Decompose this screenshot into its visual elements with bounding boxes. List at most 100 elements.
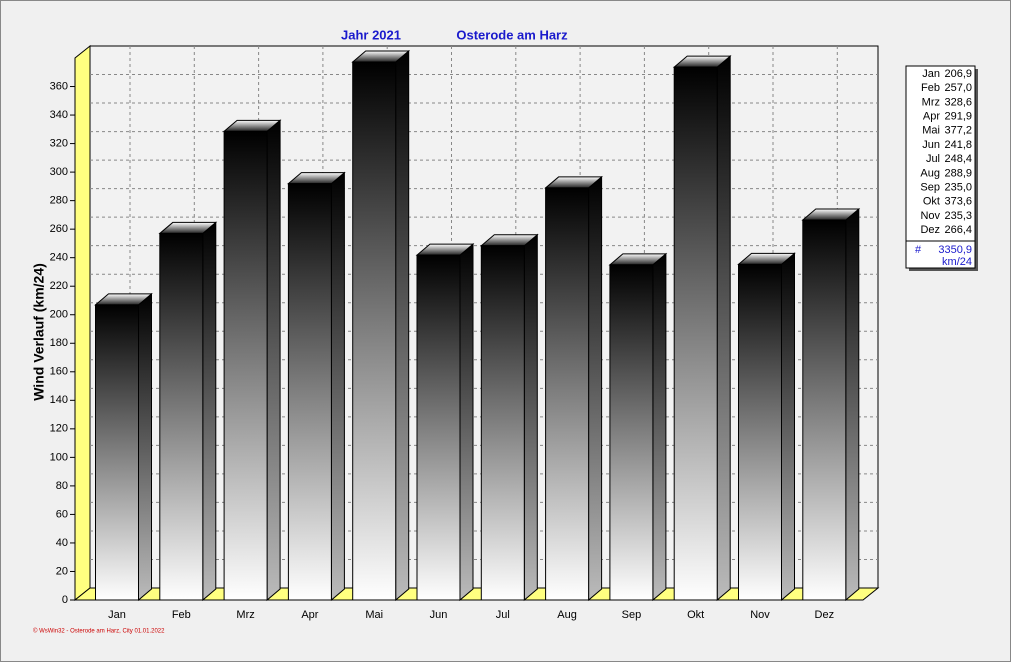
- legend-box: [905, 65, 976, 269]
- y-tick-label: 140: [50, 394, 68, 406]
- bar-front: [416, 254, 461, 601]
- x-tick-label: Aug: [557, 609, 577, 621]
- x-tick-label: Okt: [687, 609, 704, 621]
- bar-side: [716, 55, 731, 602]
- bar: [672, 55, 732, 602]
- bar: [737, 252, 796, 602]
- bar: [287, 171, 346, 602]
- bar: [544, 175, 603, 602]
- bar: [801, 207, 861, 602]
- legend-label: Sep: [920, 182, 940, 194]
- x-tick-label: Jun: [430, 609, 448, 621]
- legend-value: 288,9: [944, 167, 972, 179]
- x-tick-label: Feb: [172, 609, 191, 621]
- y-tick-label: 40: [56, 537, 68, 549]
- legend-value: 373,6: [944, 196, 972, 208]
- bar-front: [802, 219, 847, 601]
- y-tick-label: 60: [56, 508, 68, 520]
- y-tick-label: 200: [50, 309, 68, 321]
- legend-value: 328,6: [944, 96, 972, 108]
- y-tick-label: 340: [50, 109, 68, 121]
- left-wall: [74, 44, 91, 602]
- footer: © WsWin32 - Osterode am Harz, City 01.01…: [33, 628, 165, 635]
- y-tick-label: 280: [50, 195, 68, 207]
- legend-label: Okt: [923, 196, 940, 208]
- bar-side: [395, 49, 410, 602]
- bar: [608, 252, 668, 602]
- legend-label: Dez: [920, 224, 940, 236]
- legend-unit: km/24: [942, 256, 972, 268]
- x-tick-label: Sep: [622, 609, 642, 621]
- y-tick-label: 220: [50, 280, 68, 292]
- y-tick-label: 20: [56, 565, 68, 577]
- legend-value: 291,9: [944, 111, 972, 123]
- legend-total: 3350,9: [938, 244, 972, 256]
- legend-value: 206,9: [944, 68, 972, 80]
- y-tick-label: 260: [50, 223, 68, 235]
- bar: [351, 49, 411, 602]
- y-tick-label: 180: [50, 337, 68, 349]
- bar-side: [845, 207, 860, 602]
- bar-side: [266, 119, 281, 602]
- legend-label: Aug: [920, 167, 940, 179]
- x-tick-label: Mrz: [236, 609, 254, 621]
- bar-side: [202, 221, 217, 602]
- legend-value: 235,0: [944, 182, 972, 194]
- legend-value: 377,2: [944, 125, 972, 137]
- y-tick-label: 0: [62, 594, 68, 606]
- x-tick-label: Jul: [496, 609, 510, 621]
- bar-front: [159, 232, 204, 601]
- legend-value: 266,4: [944, 224, 972, 236]
- y-tick-label: 240: [50, 252, 68, 264]
- y-tick-label: 300: [50, 166, 68, 178]
- legend-label: Jan: [922, 68, 940, 80]
- x-tick-label: Mai: [365, 609, 383, 621]
- bar: [158, 221, 218, 602]
- bar-side: [138, 292, 152, 602]
- legend-value: 235,3: [944, 210, 972, 222]
- x-tick-label: Dez: [815, 609, 835, 621]
- y-tick-label: 80: [56, 480, 68, 492]
- y-tick-label: 160: [50, 366, 68, 378]
- x-tick-label: Nov: [750, 609, 770, 621]
- bar: [222, 119, 282, 602]
- y-tick-label: 360: [50, 80, 68, 92]
- legend-label: Jul: [926, 153, 940, 165]
- y-tick-label: 320: [50, 137, 68, 149]
- bar-front: [673, 66, 718, 601]
- bar-front: [352, 61, 397, 601]
- y-tick-label: 120: [50, 423, 68, 435]
- chart-title: Jahr 2021: [341, 27, 401, 42]
- legend-value: 248,4: [944, 153, 972, 165]
- bar: [415, 243, 475, 602]
- y-tick-label: 100: [50, 451, 68, 463]
- legend-label: Feb: [921, 82, 940, 94]
- bar: [479, 233, 539, 602]
- legend-label: Apr: [923, 111, 940, 123]
- x-tick-label: Jan: [108, 609, 126, 621]
- bar-side: [652, 252, 667, 602]
- x-tick-label: Apr: [301, 609, 318, 621]
- legend-label: Mai: [922, 125, 940, 137]
- legend-label: Mrz: [922, 96, 940, 108]
- bar-front: [738, 263, 782, 601]
- bar-front: [480, 245, 525, 601]
- legend-label: Jun: [922, 139, 940, 151]
- bar-front: [95, 304, 139, 601]
- y-axis-label: Wind Verlauf (km/24): [31, 263, 47, 401]
- bar-side: [523, 233, 538, 602]
- chart-subtitle: Osterode am Harz: [456, 27, 568, 42]
- bar: [94, 292, 153, 602]
- bar-side: [459, 243, 474, 602]
- legend: # 3350,9 km/24 Jan 206,9 Feb 257,0 Mrz 328,6 A…: [905, 65, 978, 271]
- bar-front: [545, 187, 590, 601]
- bar-front: [287, 183, 332, 601]
- legend-value: 241,8: [944, 139, 972, 151]
- legend-label: Nov: [920, 210, 940, 222]
- bar-side: [588, 175, 603, 602]
- bar-side: [781, 252, 795, 602]
- bar-front: [609, 264, 654, 601]
- bar-side: [330, 171, 345, 602]
- legend-total-symbol: #: [915, 244, 922, 256]
